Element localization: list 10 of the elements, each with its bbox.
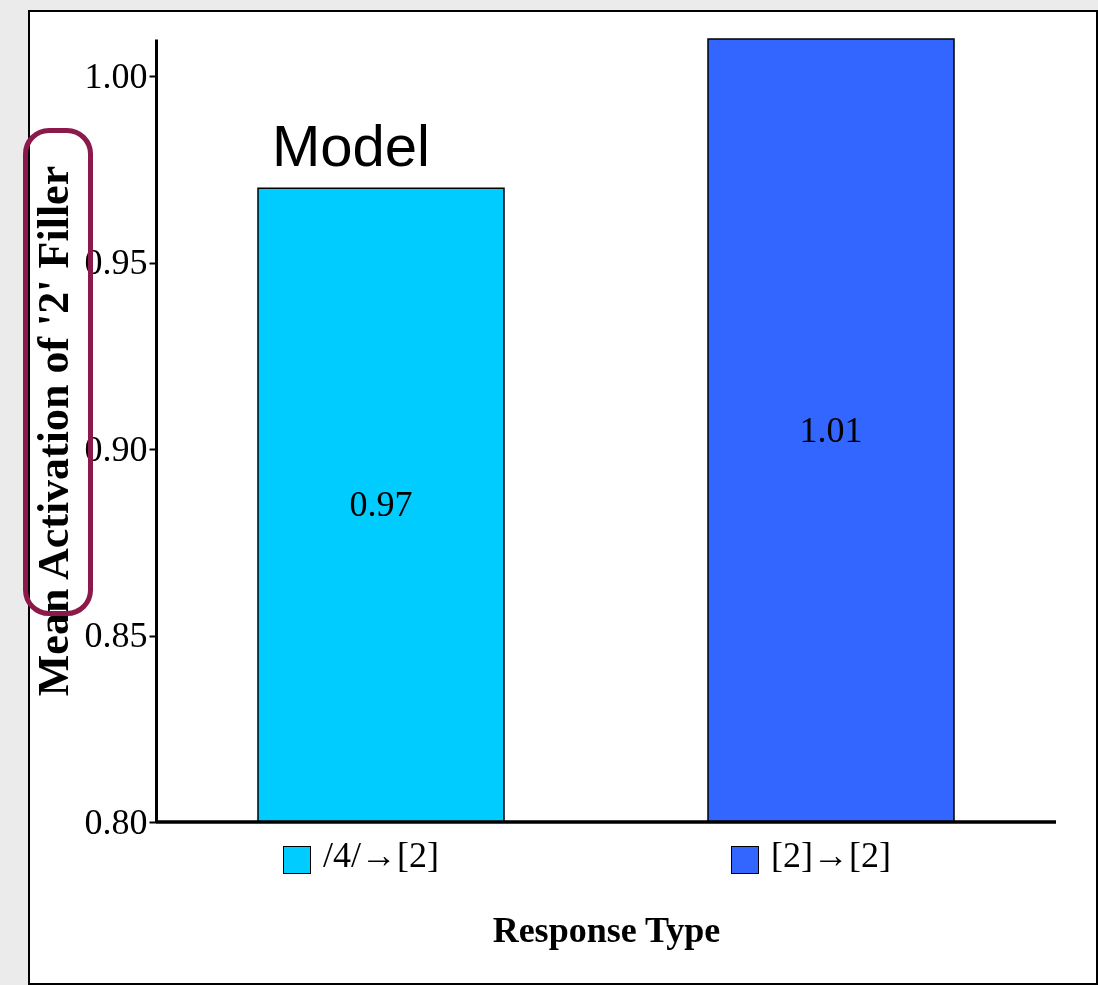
data-label: 0.97 xyxy=(349,484,413,525)
y-axis-title: Mean Activation of '2' Filler xyxy=(28,165,78,697)
x-axis-title: Response Type xyxy=(492,909,721,950)
x-tick-label: /4/→[2] xyxy=(323,834,439,875)
data-label: 1.01 xyxy=(799,409,863,450)
text: Model xyxy=(272,113,430,179)
y-tick-label: 1.00 xyxy=(84,55,148,96)
y-tick-label: 0.85 xyxy=(84,615,148,656)
x-tick-label: [2]→[2] xyxy=(771,834,891,875)
y-tick-label: 0.80 xyxy=(84,801,148,842)
